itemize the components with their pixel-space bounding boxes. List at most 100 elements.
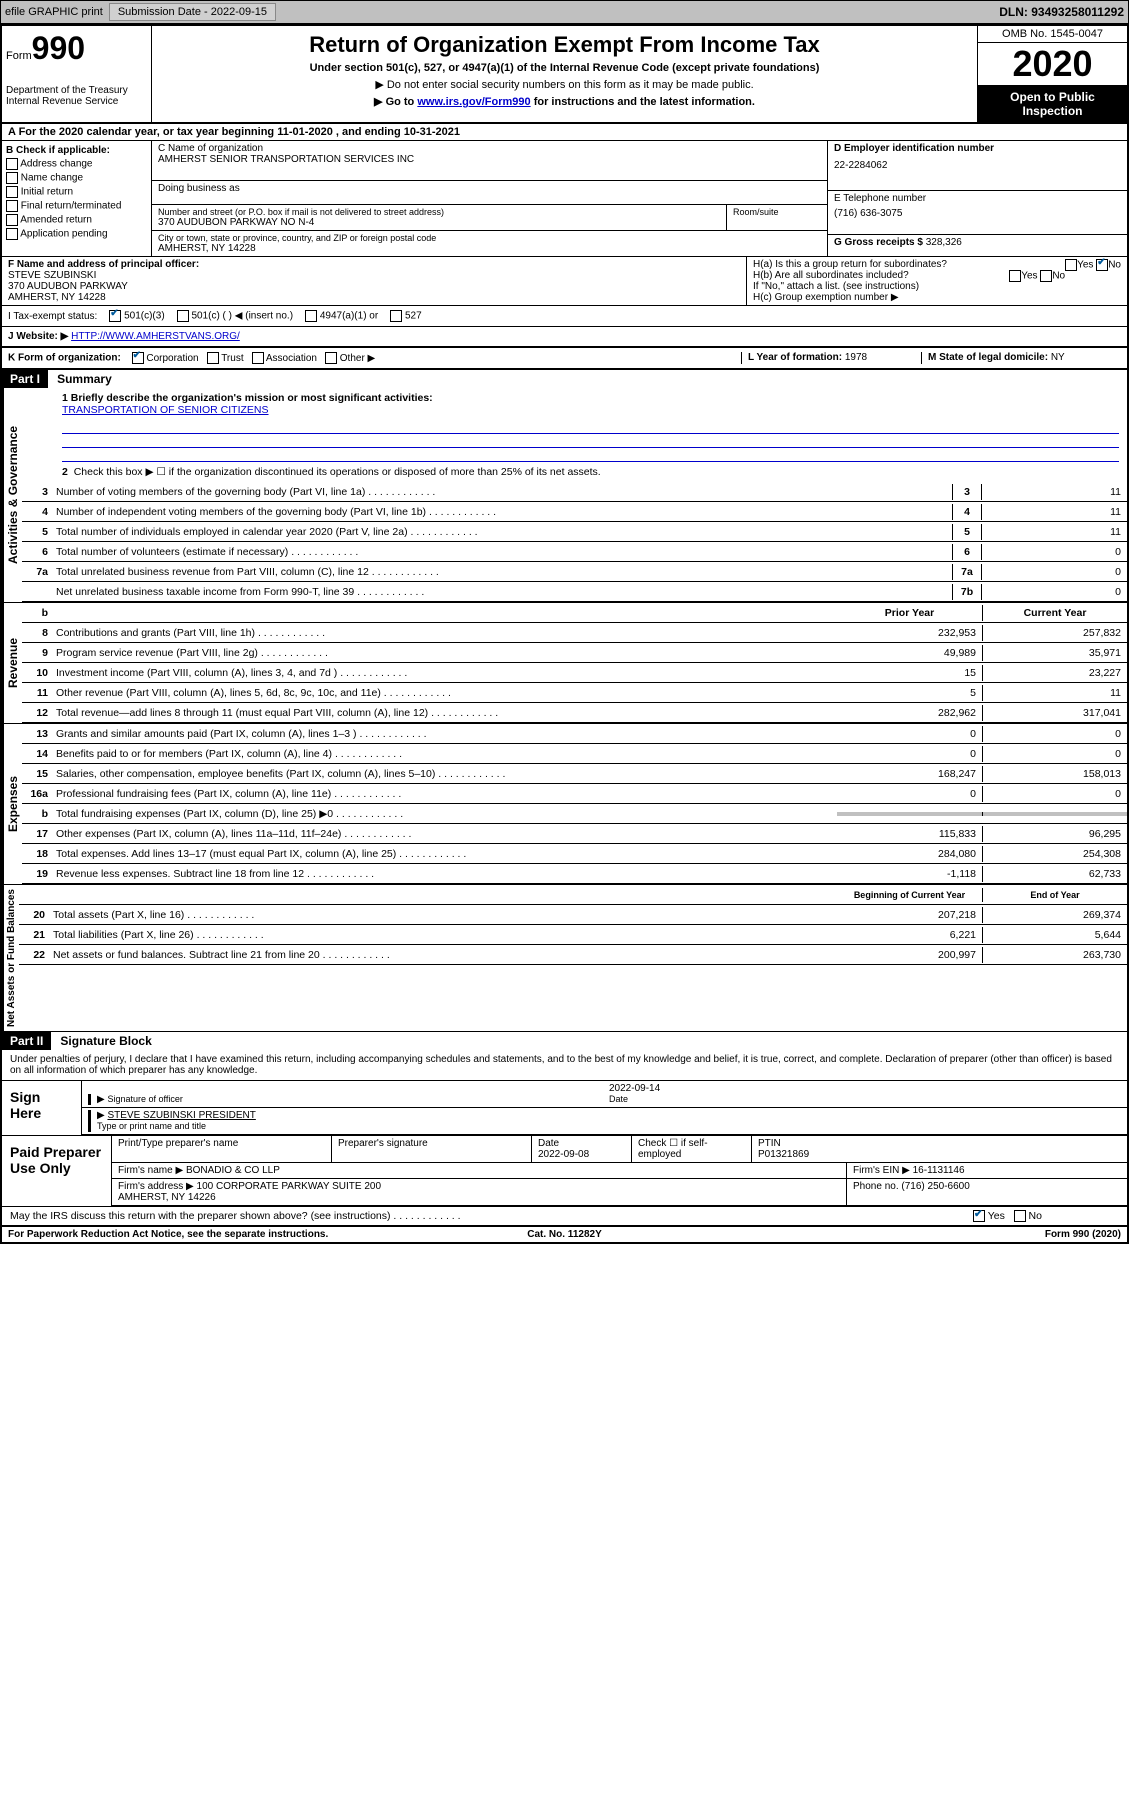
status-opt4: 527 (405, 311, 422, 322)
box-b-option: Initial return (6, 186, 147, 198)
hb-label: H(b) Are all subordinates included? (753, 270, 909, 281)
inspection-label: Open to Public Inspection (978, 86, 1127, 122)
hb-yes-checkbox[interactable] (1009, 270, 1021, 282)
hc-label: H(c) Group exemption number ▶ (753, 292, 1121, 303)
line-prior: 0 (837, 746, 982, 762)
line-item: 5Total number of individuals employed in… (22, 522, 1127, 542)
box-b-option: Name change (6, 172, 147, 184)
preparer-block: Paid Preparer Use Only Print/Type prepar… (2, 1135, 1127, 1206)
checkbox[interactable] (325, 352, 337, 364)
line-current: 5,644 (982, 927, 1127, 943)
line-num: b (22, 806, 52, 822)
discuss-yes-checkbox[interactable] (973, 1210, 985, 1222)
ha-label: H(a) Is this a group return for subordin… (753, 259, 947, 270)
phone-cell: E Telephone number (716) 636-3075 (828, 191, 1127, 235)
line-val: 0 (982, 584, 1127, 600)
ha-yes-checkbox[interactable] (1065, 259, 1077, 271)
instructions-link[interactable]: www.irs.gov/Form990 (417, 96, 530, 108)
rev-header-line: b Prior Year Current Year (22, 603, 1127, 623)
phone-label: E Telephone number (834, 193, 1121, 204)
status-opt2: 501(c) ( ) ◀ (insert no.) (191, 311, 293, 322)
k-option: Association (252, 353, 317, 364)
status-527-checkbox[interactable] (390, 310, 402, 322)
submission-button[interactable]: Submission Date - 2022-09-15 (109, 3, 276, 21)
website-link[interactable]: HTTP://WWW.AMHERSTVANS.ORG/ (71, 331, 240, 342)
line-current: 0 (982, 786, 1127, 802)
line-prior: 5 (837, 685, 982, 701)
hb-no-checkbox[interactable] (1040, 270, 1052, 282)
discuss-no-checkbox[interactable] (1014, 1210, 1026, 1222)
line-prior: 115,833 (837, 826, 982, 842)
prep-header-row: Print/Type preparer's name Preparer's si… (112, 1136, 1127, 1163)
checkbox[interactable] (207, 352, 219, 364)
firm-ein-value: 16-1131146 (913, 1165, 965, 1176)
line-current: 263,730 (982, 947, 1127, 963)
hdr-num (19, 893, 49, 897)
line-current: 254,308 (982, 846, 1127, 862)
q1-label: 1 Briefly describe the organization's mi… (62, 392, 433, 404)
prep-sig-hdr: Preparer's signature (332, 1136, 532, 1162)
status-row: I Tax-exempt status: 501(c)(3) 501(c) ( … (2, 306, 1127, 327)
line-item: 14Benefits paid to or for members (Part … (22, 744, 1127, 764)
part1-header: Part I (2, 370, 48, 388)
status-501c3-checkbox[interactable] (109, 310, 121, 322)
line-num: 19 (22, 866, 52, 882)
form-number: 990 (32, 30, 85, 66)
line-num: 15 (22, 766, 52, 782)
line-desc: Other expenses (Part IX, column (A), lin… (52, 826, 837, 842)
line-item: 19Revenue less expenses. Subtract line 1… (22, 864, 1127, 884)
firm-addr-row: Firm's address ▶ 100 CORPORATE PARKWAY S… (112, 1179, 1127, 1206)
line-current: 62,733 (982, 866, 1127, 882)
checkbox[interactable] (6, 186, 18, 198)
line-item: 15Salaries, other compensation, employee… (22, 764, 1127, 784)
city-cell: City or town, state or province, country… (152, 231, 827, 256)
hdr-current: End of Year (982, 888, 1127, 902)
status-opt3: 4947(a)(1) or (320, 311, 378, 322)
gross-cell: G Gross receipts $ 328,326 (828, 235, 1127, 250)
mission-text: TRANSPORTATION OF SENIOR CITIZENS (62, 404, 269, 416)
checkbox[interactable] (6, 200, 18, 212)
checkbox[interactable] (6, 158, 18, 170)
q2-text: Check this box ▶ ☐ if the organization d… (74, 466, 601, 478)
line-desc: Benefits paid to or for members (Part IX… (52, 746, 837, 762)
vert-expenses: Expenses (2, 724, 22, 884)
checkbox[interactable] (6, 172, 18, 184)
box-l: L Year of formation: 1978 (741, 352, 921, 364)
ein-cell: D Employer identification number 22-2284… (828, 141, 1127, 191)
rule-line (62, 434, 1119, 448)
ha-no-checkbox[interactable] (1096, 259, 1108, 271)
checkbox[interactable] (132, 352, 144, 364)
paid-preparer-label: Paid Preparer Use Only (2, 1136, 112, 1206)
vert-governance: Activities & Governance (2, 388, 22, 602)
line-prior: 15 (837, 665, 982, 681)
footer-left: For Paperwork Reduction Act Notice, see … (8, 1229, 379, 1240)
col-c: C Name of organization AMHERST SENIOR TR… (152, 141, 827, 256)
line-prior: 6,221 (837, 927, 982, 943)
line-desc: Net assets or fund balances. Subtract li… (49, 947, 837, 963)
net-header-line: Beginning of Current Year End of Year (19, 885, 1127, 905)
line-num: 10 (22, 665, 52, 681)
efile-label: efile GRAPHIC print (5, 6, 103, 18)
line-desc: Number of independent voting members of … (52, 504, 952, 520)
k-option: Trust (207, 353, 244, 364)
l-label: L Year of formation: (748, 352, 842, 363)
checkbox[interactable] (6, 228, 18, 240)
line-num: 21 (19, 927, 49, 943)
line-item: 20Total assets (Part X, line 16)207,2182… (19, 905, 1127, 925)
line-item: bTotal fundraising expenses (Part IX, co… (22, 804, 1127, 824)
line-num: 3 (22, 484, 52, 500)
status-501c-checkbox[interactable] (177, 310, 189, 322)
status-4947-checkbox[interactable] (305, 310, 317, 322)
section-netassets: Net Assets or Fund Balances Beginning of… (2, 885, 1127, 1032)
room-label: Room/suite (733, 207, 821, 217)
section-governance: Activities & Governance 1 Briefly descri… (2, 388, 1127, 603)
addr-label: Number and street (or P.O. box if mail i… (158, 207, 720, 217)
hb-note: If "No," attach a list. (see instruction… (753, 281, 1121, 292)
city-value: AMHERST, NY 14228 (158, 243, 821, 254)
checkbox[interactable] (6, 214, 18, 226)
checkbox[interactable] (252, 352, 264, 364)
line-desc: Total unrelated business revenue from Pa… (52, 564, 952, 580)
discuss-label: May the IRS discuss this return with the… (2, 1208, 967, 1224)
line-desc: Total assets (Part X, line 16) (49, 907, 837, 923)
ein-label: D Employer identification number (834, 143, 1121, 154)
